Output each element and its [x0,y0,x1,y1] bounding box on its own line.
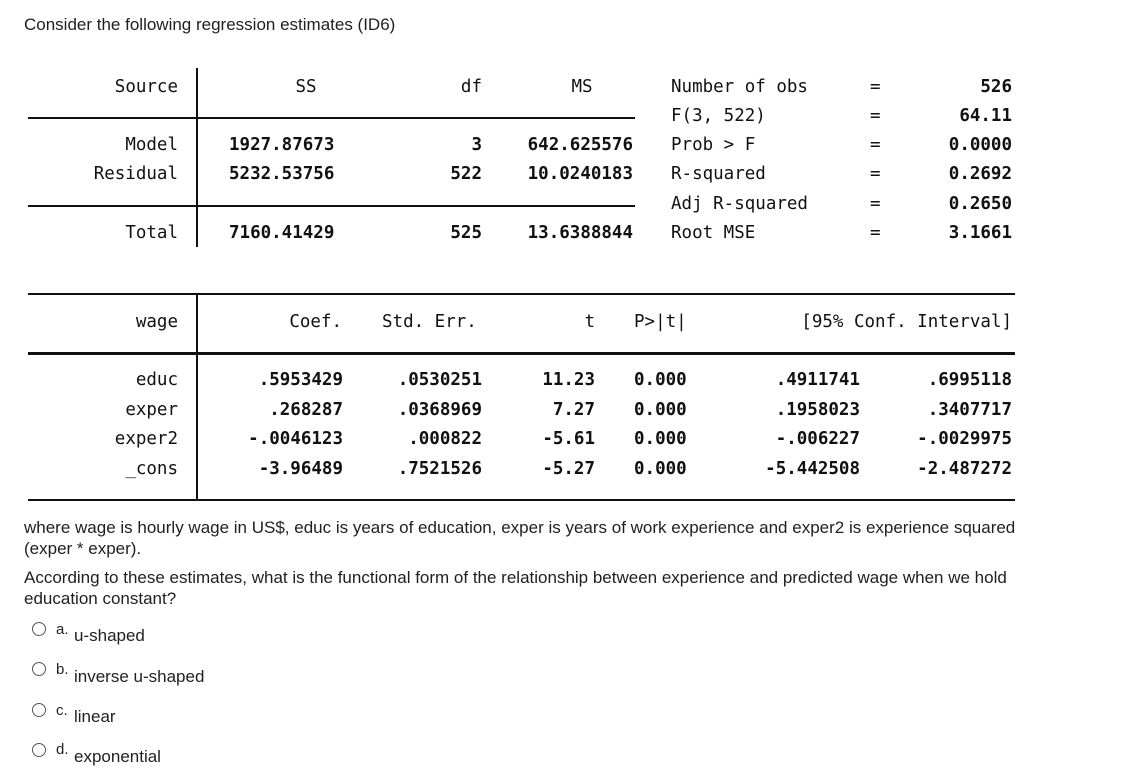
coef-cell-ci-high: -2.487272 [917,459,1012,479]
option-letter: c. [56,702,68,719]
coef-cell-ci-low: .1958023 [775,400,860,420]
radio-button-b[interactable] [32,662,46,676]
anova-cell-ms: 13.6388844 [527,223,633,243]
coef-cell-t: -5.61 [542,429,595,449]
option-label[interactable]: exponential [74,747,161,766]
anova-cell-ms: 10.0240183 [527,164,633,184]
coef-cell-se: .7521526 [397,459,482,479]
coef-cell-se: .0530251 [397,370,482,390]
anova-cell-df: 522 [450,164,482,184]
stat-equals: = [870,164,881,184]
coef-header-coef: Coef. [289,312,342,332]
coef-cell-p: 0.000 [634,459,687,479]
question-prompt-line2: education constant? [24,589,177,608]
coef-header-t: t [584,312,595,332]
anova-vertical-divider [196,68,198,247]
coef-header-se: Std. Err. [382,312,477,332]
stat-equals: = [870,194,881,214]
coef-header-rule [28,352,1015,355]
anova-total-divider [28,205,635,207]
coef-cell-se: .0368969 [397,400,482,420]
option-label[interactable]: inverse u-shaped [74,667,205,686]
stat-equals: = [870,223,881,243]
stat-equals: = [870,77,881,97]
explanation-text-line1: where wage is hourly wage in US$, educ i… [24,518,1016,537]
anova-cell-ss: 7160.41429 [229,223,335,243]
anova-cell-df: 525 [450,223,482,243]
option-label[interactable]: u-shaped [74,626,145,645]
coef-cell-var: exper2 [114,429,178,449]
coef-cell-coef: .268287 [269,400,343,420]
stat-equals: = [870,106,881,126]
coef-vertical-divider [196,294,198,500]
explanation-text-line2: (exper * exper). [24,539,142,558]
coef-cell-t: -5.27 [542,459,595,479]
option-letter: a. [56,621,69,638]
stat-label: F(3, 522) [671,106,766,126]
coef-cell-ci-low: -5.442508 [765,459,860,479]
anova-header-ms: MS [571,77,593,97]
coef-cell-var: exper [125,400,178,420]
stat-label: Root MSE [671,223,756,243]
stat-value: 3.1661 [948,223,1012,243]
stat-value: 0.2692 [948,164,1012,184]
question-prompt-line1: According to these estimates, what is th… [24,568,1007,587]
anova-header-source: Source [114,77,178,97]
coef-top-rule [28,293,1015,295]
question-title: Consider the following regression estima… [24,15,396,34]
anova-header-divider [28,117,635,119]
anova-cell-source: Model [125,135,178,155]
coef-cell-var: _cons [125,459,178,479]
anova-cell-ms: 642.625576 [527,135,633,155]
coef-cell-coef: .5953429 [258,370,343,390]
option-letter: b. [56,661,69,678]
stat-value: 0.2650 [948,194,1012,214]
stat-equals: = [870,135,881,155]
coef-cell-ci-high: .3407717 [927,400,1012,420]
anova-header-ss: SS [295,77,317,97]
coef-header-ci: [95% Conf. Interval] [801,312,1012,332]
coef-cell-ci-low: .4911741 [775,370,860,390]
coef-cell-ci-high: .6995118 [927,370,1012,390]
stat-value: 64.11 [959,106,1012,126]
coef-cell-t: 11.23 [542,370,595,390]
coef-cell-p: 0.000 [634,400,687,420]
coef-header-var: wage [135,312,178,332]
coef-header-p: P>|t| [634,312,687,332]
anova-cell-source: Total [125,223,178,243]
coef-cell-t: 7.27 [552,400,595,420]
coef-cell-p: 0.000 [634,429,687,449]
stat-value: 526 [980,77,1012,97]
coef-cell-var: educ [135,370,178,390]
coef-cell-ci-high: -.0029975 [917,429,1012,449]
anova-header-df: df [460,77,482,97]
radio-button-d[interactable] [32,743,46,757]
option-label[interactable]: linear [74,707,116,726]
stat-label: Prob > F [671,135,756,155]
coef-cell-coef: -3.96489 [258,459,343,479]
anova-cell-ss: 5232.53756 [229,164,335,184]
option-letter: d. [56,741,69,758]
stat-label: Number of obs [671,77,808,97]
stat-label: Adj R-squared [671,194,808,214]
anova-cell-source: Residual [93,164,178,184]
stat-value: 0.0000 [948,135,1012,155]
radio-button-c[interactable] [32,703,46,717]
coef-bottom-rule [28,499,1015,501]
anova-cell-df: 3 [471,135,482,155]
stat-label: R-squared [671,164,766,184]
anova-cell-ss: 1927.87673 [229,135,335,155]
coef-cell-se: .000822 [408,429,482,449]
coef-cell-p: 0.000 [634,370,687,390]
radio-button-a[interactable] [32,622,46,636]
coef-cell-ci-low: -.006227 [775,429,860,449]
coef-cell-coef: -.0046123 [248,429,343,449]
